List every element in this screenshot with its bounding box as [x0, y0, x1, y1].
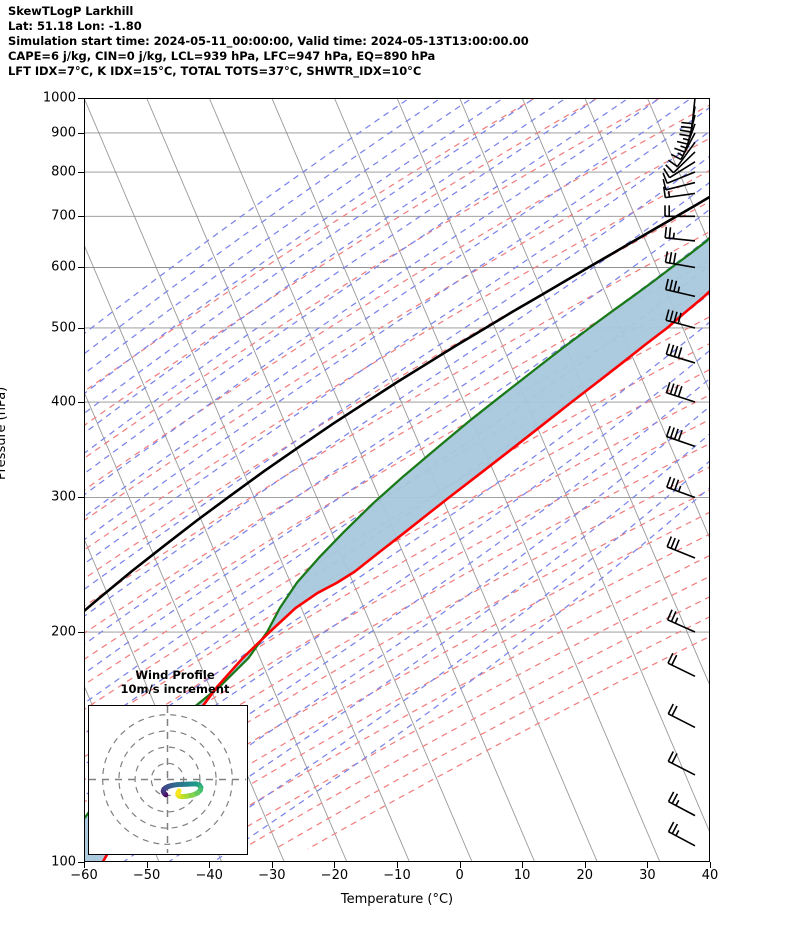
x-axis-tick-mark — [710, 862, 711, 868]
y-axis-tick-mark — [78, 497, 84, 499]
x-axis-tick-label: −50 — [132, 868, 161, 883]
parcel-profile-line — [84, 195, 710, 613]
x-axis-label: Temperature (°C) — [340, 892, 454, 907]
x-axis-tick-mark — [397, 862, 398, 868]
x-axis-tick-label: −20 — [320, 868, 349, 883]
x-axis-tick-mark — [271, 862, 273, 868]
x-axis-tick-mark — [209, 862, 211, 868]
cape-shading-region — [84, 237, 710, 862]
y-axis-tick-label: 600 — [51, 259, 76, 275]
y-axis-tick-mark — [78, 402, 84, 404]
hodograph-crosshair-axes — [89, 706, 246, 853]
y-axis-tick-label: 300 — [51, 489, 76, 505]
hodograph-canvas — [89, 706, 246, 853]
wind-barb — [664, 278, 696, 298]
y-axis-tick-label: 900 — [51, 125, 76, 141]
wind-barb — [670, 132, 696, 161]
x-axis-tick-mark — [459, 862, 461, 868]
y-axis-tick-label: 200 — [51, 624, 76, 640]
wind-barb — [667, 141, 696, 168]
x-axis-tick-mark — [584, 862, 586, 868]
x-axis-tick-label: 0 — [455, 868, 464, 883]
x-axis-tick-label: −40 — [195, 868, 223, 883]
wind-barb — [667, 751, 696, 776]
x-axis-tick-label: 20 — [576, 868, 594, 883]
header-info-block: SkewTLogP Larkhill Lat: 51.18 Lon: -1.80… — [8, 4, 778, 78]
wind-barb — [664, 251, 696, 269]
temperature-profile-line — [101, 289, 710, 862]
wind-barb — [665, 382, 696, 403]
wind-barb — [662, 178, 696, 191]
wind-barb — [665, 309, 696, 329]
header-times: Simulation start time: 2024-05-11_00:00:… — [8, 33, 529, 48]
x-axis-tick-mark — [647, 862, 649, 868]
hodograph-title-line2: 10m/s increment — [120, 682, 230, 697]
wind-barb — [666, 476, 696, 499]
x-axis-tick-mark — [522, 862, 524, 868]
x-axis-tick-label: 10 — [513, 868, 531, 883]
y-axis-tick-mark — [78, 98, 84, 99]
y-axis-tick-label: 700 — [51, 208, 76, 224]
wind-barb — [662, 186, 696, 199]
x-axis-tick-label: −30 — [258, 868, 286, 883]
wind-barb — [667, 821, 696, 847]
x-axis-tick-mark — [84, 862, 85, 868]
hodograph-inset — [88, 705, 248, 855]
wind-barb — [665, 151, 696, 174]
header-cape-indices: CAPE=6 j/kg, CIN=0 j/kg, LCL=939 hPa, LF… — [8, 48, 436, 63]
header-title: SkewTLogP Larkhill — [8, 4, 134, 18]
x-axis-tick-label: −10 — [383, 868, 411, 883]
y-axis-tick-mark — [78, 327, 84, 329]
y-axis-tick-label: 400 — [51, 394, 76, 410]
wind-barb — [664, 226, 696, 242]
hodograph-title-line1: Wind Profile — [135, 668, 215, 682]
x-axis-tick-mark — [146, 862, 148, 868]
y-axis-tick-label: 100 — [51, 854, 76, 870]
x-axis-tick-label: 40 — [701, 868, 719, 883]
y-axis-tick-mark — [78, 172, 84, 174]
y-axis-tick-mark — [78, 862, 84, 863]
y-axis-label: Pressure (hPa) — [0, 386, 9, 480]
wind-barb — [667, 791, 696, 817]
y-axis-tick-mark — [78, 132, 84, 134]
header-stability-indices: LFT IDX=7°C, K IDX=15°C, TOTAL TOTS=37°C… — [8, 63, 422, 78]
x-axis-tick-mark — [334, 862, 336, 868]
header-coordinates: Lat: 51.18 Lon: -1.80 — [8, 18, 142, 33]
y-axis-tick-label: 500 — [51, 320, 76, 336]
wind-barb-column — [662, 98, 696, 847]
hodograph-title: Wind Profile 10m/s increment — [90, 668, 260, 697]
y-axis-tick-label: 800 — [51, 164, 76, 180]
y-axis-tick-mark — [78, 267, 84, 269]
wind-barb — [667, 652, 696, 678]
wind-barb — [662, 171, 696, 185]
y-axis-tick-mark — [78, 632, 84, 633]
wind-barb — [665, 425, 696, 448]
x-axis-tick-label: 30 — [639, 868, 656, 883]
wind-barb — [664, 205, 695, 218]
y-axis-tick-label: 1000 — [42, 90, 76, 106]
y-axis-tick-mark — [78, 216, 84, 218]
wind-barb — [665, 343, 696, 364]
wind-barb — [666, 536, 696, 559]
wind-barb — [667, 703, 696, 729]
hodograph-wind-trace — [160, 781, 204, 800]
wind-barb — [663, 161, 696, 179]
x-axis-tick-label: −60 — [70, 868, 98, 883]
wind-barb — [666, 609, 696, 633]
